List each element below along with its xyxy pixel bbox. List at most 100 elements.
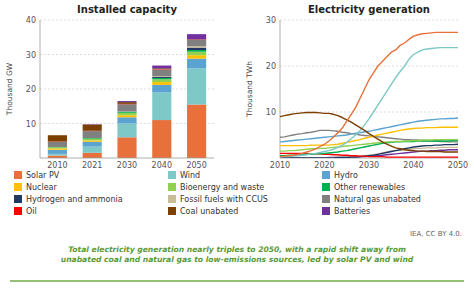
bar-segment	[187, 68, 206, 104]
bar-segment	[83, 140, 102, 141]
footer-rule	[10, 280, 464, 282]
grid-line	[40, 20, 214, 21]
bar-segment	[117, 137, 136, 158]
legend-label: Hydro	[334, 171, 358, 180]
bar-segment	[152, 120, 171, 158]
text-line: Total electricity generation nearly trip…	[68, 245, 406, 254]
bar-segment	[152, 79, 171, 82]
bar-segment	[187, 48, 206, 50]
series-line	[280, 112, 458, 152]
y-axis-label: Thousand TWh	[245, 61, 254, 118]
y-axis-line	[40, 20, 41, 158]
bar-segment	[83, 153, 102, 158]
legend-swatch	[14, 207, 22, 215]
legend-swatch	[322, 183, 330, 191]
legend-label: Coal unabated	[180, 207, 238, 216]
legend-label: Bioenergy and waste	[180, 183, 264, 192]
credit-text: IEA, CC BY 4.0.	[410, 230, 462, 238]
figure: Installed capacityThousand GW10203040201…	[0, 0, 474, 288]
bar-segment	[48, 154, 67, 156]
bar-segment	[187, 39, 206, 40]
bar-segment	[187, 105, 206, 158]
bar-segment	[48, 142, 67, 147]
series-line	[280, 32, 458, 156]
x-tick-label: 2050	[448, 161, 468, 170]
legend-swatch	[168, 171, 176, 179]
legend-swatch	[322, 195, 330, 203]
legend-label: Other renewables	[334, 183, 405, 192]
legend: Solar PV Wind Hydro Nuclear Bioenergy and wa…	[14, 171, 421, 216]
x-tick-label: 2021	[82, 161, 102, 170]
grid-line	[280, 66, 458, 67]
bar-segment	[152, 92, 171, 120]
plot-area	[280, 32, 458, 158]
x-tick-label: 2040	[403, 161, 423, 170]
legend-swatch	[14, 195, 22, 203]
x-tick-label: 2010	[270, 161, 290, 170]
bar-segment	[83, 124, 102, 125]
legend-swatch	[322, 171, 330, 179]
text-line: unabated coal and natural gas to low-emi…	[61, 255, 414, 264]
bar-segment	[117, 112, 136, 113]
bar-segment	[152, 69, 171, 76]
x-tick-label: 2050	[186, 161, 206, 170]
legend-label: Nuclear	[26, 183, 58, 192]
bar-segment	[187, 59, 206, 69]
legend-swatch	[168, 183, 176, 191]
text-line: IEA, CC BY 4.0.	[410, 230, 462, 238]
legend-label: Batteries	[334, 207, 370, 216]
bar-segment	[83, 139, 102, 141]
bar-segment	[187, 55, 206, 58]
legend-label: Solar PV	[26, 171, 60, 180]
y-tick-label: 30	[26, 51, 36, 60]
legend-swatch	[168, 195, 176, 203]
bar-segment	[152, 68, 171, 69]
x-axis-line	[40, 158, 214, 159]
y-tick-label: 20	[26, 85, 36, 94]
bar-segment	[83, 142, 102, 147]
bar-segment	[48, 147, 67, 148]
bar-segment	[187, 46, 206, 47]
bar-segment	[187, 40, 206, 46]
x-tick-label: 2020	[314, 161, 334, 170]
series-line	[280, 48, 458, 157]
legend-swatch	[168, 207, 176, 215]
y-tick-label: 20	[266, 62, 276, 71]
bar-segment	[117, 117, 136, 123]
bar-segment	[187, 50, 206, 52]
x-tick-label: 2030	[117, 161, 137, 170]
legend-label: Oil	[26, 207, 37, 216]
bar-segment	[117, 104, 136, 111]
y-tick-label: 10	[266, 108, 276, 117]
bar-segment	[117, 113, 136, 115]
x-tick-label: 2010	[47, 161, 67, 170]
bar-segment	[187, 52, 206, 55]
series-line	[280, 127, 458, 145]
series-line	[280, 141, 458, 156]
bar-segment	[117, 102, 136, 104]
bar-segment	[117, 115, 136, 117]
legend-label: Wind	[180, 171, 200, 180]
bar-segment	[152, 66, 171, 69]
bar-segment	[152, 82, 171, 85]
x-tick-label: 2040	[152, 161, 172, 170]
grid-line	[280, 20, 458, 21]
chart-title: Electricity generation	[308, 4, 430, 15]
bar-segment	[117, 101, 136, 102]
bar-segment	[187, 34, 206, 39]
y-tick-label: 40	[26, 16, 36, 25]
bar-segment	[48, 148, 67, 149]
legend-swatch	[14, 171, 22, 179]
bar-segment	[48, 150, 67, 154]
bar-segment	[83, 131, 102, 138]
series-line	[280, 118, 458, 142]
y-tick-label: 30	[266, 16, 276, 25]
legend-label: Fossil fuels with CCUS	[180, 195, 268, 204]
bar-segment	[152, 85, 171, 93]
bar-segment	[83, 125, 102, 131]
legend-label: Natural gas unabated	[334, 195, 421, 204]
footer-text: Total electricity generation nearly trip…	[61, 245, 414, 264]
plot-area	[48, 34, 206, 158]
chart-title: Installed capacity	[77, 4, 177, 15]
legend-swatch	[14, 183, 22, 191]
